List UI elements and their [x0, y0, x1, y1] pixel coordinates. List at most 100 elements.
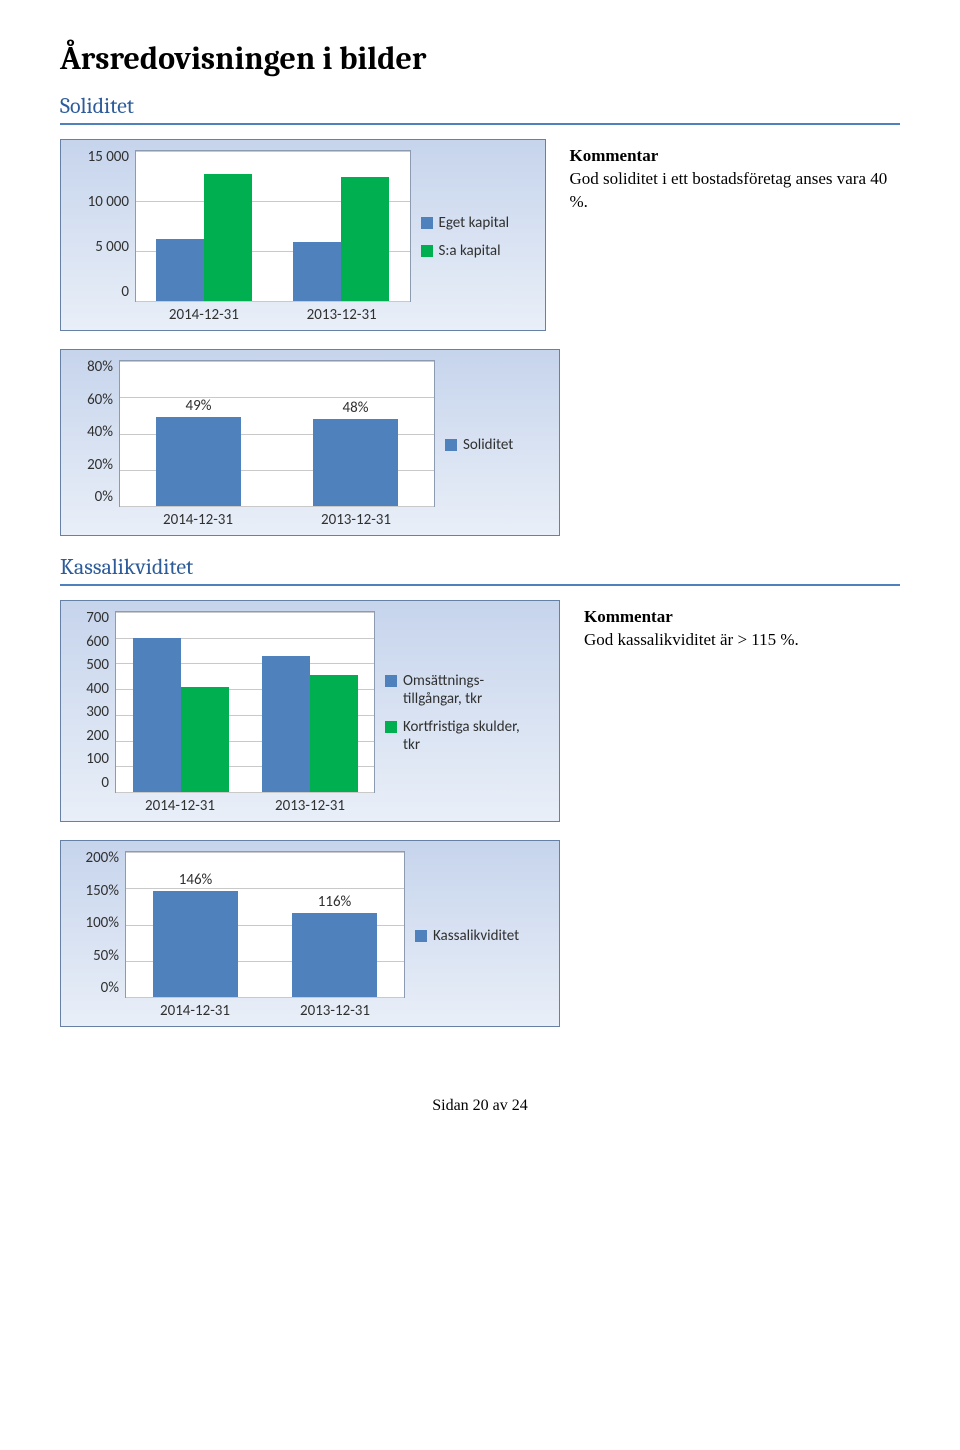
bar: 146%: [153, 891, 238, 997]
legend-item: Omsättnings-tillgångar, tkr: [385, 672, 535, 708]
chart-omsattning: 700 600 500 400 300 200 100 0 2014-12-312013-12-…: [60, 600, 560, 822]
plot-area: [115, 611, 375, 793]
y-tick-label: 300: [86, 705, 109, 720]
x-tick-label: 2013-12-31: [277, 511, 435, 529]
y-tick-label: 100: [86, 752, 109, 767]
grid-line: [116, 792, 374, 793]
y-tick-label: 10 000: [88, 195, 129, 210]
comment-heading: Kommentar: [584, 607, 673, 626]
y-tick-label: 0: [101, 776, 109, 791]
x-axis: 2014-12-312013-12-31: [71, 1002, 405, 1020]
bar-group: [116, 612, 245, 792]
chart-eget-kapital: 15 00010 0005 00002014-12-312013-12-31Eg…: [60, 139, 546, 331]
legend-label: Eget kapital: [439, 214, 510, 232]
soliditet-heading: Soliditet: [60, 93, 900, 119]
bars-layer: [116, 612, 374, 792]
kassa-comment: Kommentar God kassalikviditet är > 115 %…: [584, 600, 799, 652]
plot-area: [135, 150, 411, 302]
legend-swatch: [421, 217, 433, 229]
y-tick-label: 700: [86, 611, 109, 626]
bar-group: [136, 151, 273, 301]
comment-body: God soliditet i ett bostadsföretag anses…: [570, 169, 888, 211]
y-axis: 700 600 500 400 300 200 100 0: [71, 611, 115, 791]
kassalikviditet-heading: Kassalikviditet: [60, 554, 900, 580]
y-tick-label: 20%: [87, 458, 113, 473]
chart-legend: Kassalikviditet: [415, 851, 549, 1020]
chart-kassalikviditet-pct: 200%150%100%50%0%146%116%2014-12-312013-…: [60, 840, 560, 1027]
bar-group: [273, 151, 410, 301]
y-tick-label: 0%: [101, 981, 119, 996]
legend-swatch: [445, 439, 457, 451]
page-footer: Sidan 20 av 24: [60, 1097, 900, 1115]
y-tick-label: 150%: [85, 884, 119, 899]
bar-group: [245, 612, 374, 792]
x-axis: 2014-12-312013-12-31: [71, 511, 435, 529]
bar: 48%: [313, 419, 398, 506]
chart-legend: Eget kapital S:a kapital: [421, 150, 535, 324]
bar-group: 49%: [120, 361, 277, 506]
legend-item: S:a kapital: [421, 242, 531, 260]
legend-item: Kortfristiga skulder, tkr: [385, 718, 535, 754]
plot-area: 49% 48%: [119, 360, 435, 507]
chart-legend: Omsättnings-tillgångar, tkr Kortfristiga …: [385, 611, 549, 815]
x-tick-label: 2013-12-31: [273, 306, 411, 324]
y-axis: 80%60%40%20%0%: [71, 360, 119, 505]
bar-value-label: 48%: [343, 399, 369, 417]
x-tick-label: 2014-12-31: [135, 306, 273, 324]
x-tick-label: 2014-12-31: [125, 1002, 265, 1020]
legend-item: Soliditet: [445, 436, 545, 454]
y-tick-label: 0%: [95, 490, 113, 505]
x-tick-label: 2014-12-31: [119, 511, 277, 529]
bar: [181, 687, 229, 792]
y-tick-label: 40%: [87, 425, 113, 440]
legend-swatch: [421, 245, 433, 257]
x-tick-label: 2014-12-31: [115, 797, 245, 815]
bar: 49%: [156, 417, 241, 506]
y-tick-label: 500: [86, 658, 109, 673]
soliditet-comment: Kommentar God soliditet i ett bostadsför…: [570, 139, 900, 214]
bars-layer: [136, 151, 410, 301]
bars-layer: 49% 48%: [120, 361, 434, 506]
bar: [204, 174, 252, 301]
legend-label: Kortfristiga skulder, tkr: [403, 718, 535, 754]
plot-area: 146% 116%: [125, 851, 405, 998]
bar-value-label: 116%: [318, 893, 352, 911]
chart-legend: Soliditet: [445, 360, 549, 529]
soliditet-rule: [60, 123, 900, 125]
y-tick-label: 5 000: [95, 240, 129, 255]
y-axis: 200%150%100%50%0%: [71, 851, 125, 996]
bar: [156, 239, 204, 301]
x-tick-label: 2013-12-31: [245, 797, 375, 815]
bars-layer: 146% 116%: [126, 852, 404, 997]
y-tick-label: 600: [86, 635, 109, 650]
y-tick-label: 0: [121, 285, 129, 300]
bar-value-label: 49%: [186, 397, 212, 415]
grid-line: [126, 997, 404, 998]
x-axis: 2014-12-312013-12-31: [71, 306, 411, 324]
legend-label: Kassalikviditet: [433, 927, 519, 945]
grid-line: [120, 506, 434, 507]
kassalikviditet-rule: [60, 584, 900, 586]
bar-value-label: 146%: [179, 871, 213, 889]
bar-group: 146%: [126, 852, 265, 997]
legend-swatch: [385, 721, 397, 733]
y-tick-label: 200: [86, 729, 109, 744]
grid-line: [136, 301, 410, 302]
bar: 116%: [292, 913, 377, 997]
bar: [133, 638, 181, 792]
bar: [341, 177, 389, 301]
x-axis: 2014-12-312013-12-31: [71, 797, 375, 815]
y-tick-label: 60%: [87, 393, 113, 408]
comment-body: God kassalikviditet är > 115 %.: [584, 630, 799, 649]
legend-item: Eget kapital: [421, 214, 531, 232]
bar-group: 116%: [265, 852, 404, 997]
bar: [310, 675, 358, 792]
page-title: Årsredovisningen i bilder: [60, 40, 900, 77]
y-tick-label: 400: [86, 682, 109, 697]
legend-label: Soliditet: [463, 436, 513, 454]
y-tick-label: 200%: [85, 851, 119, 866]
bar: [293, 242, 341, 301]
y-axis: 15 00010 0005 0000: [71, 150, 135, 300]
y-tick-label: 100%: [85, 916, 119, 931]
chart-soliditet-pct: 80%60%40%20%0%49%48%2014-12-312013-12-31…: [60, 349, 560, 536]
